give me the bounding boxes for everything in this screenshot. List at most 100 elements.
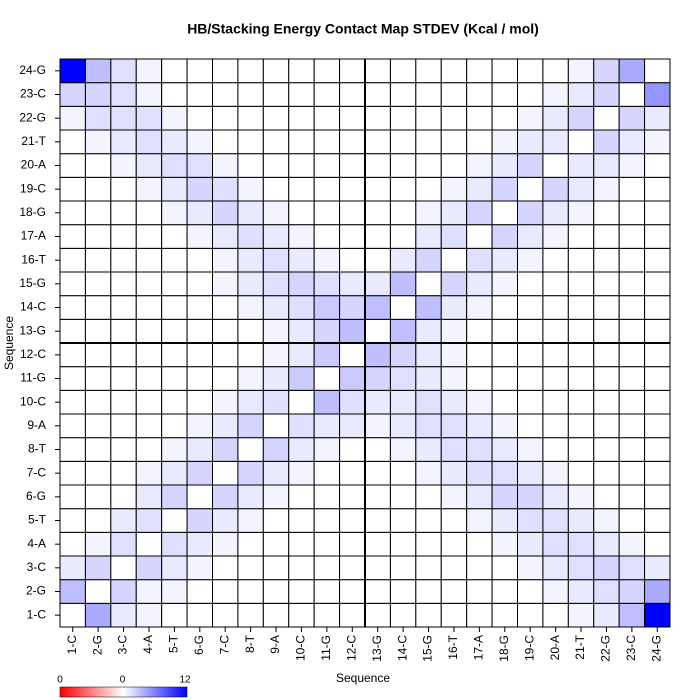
heat-cell xyxy=(618,82,646,107)
heat-cell xyxy=(161,200,188,226)
heat-cell xyxy=(110,247,137,273)
heat-cell xyxy=(644,105,671,131)
heat-cell xyxy=(262,531,290,557)
heat-cell xyxy=(237,153,264,178)
heat-cell xyxy=(313,200,341,226)
heat-cell xyxy=(389,366,417,391)
x-axis-label: Sequence xyxy=(336,671,390,685)
heat-cell xyxy=(364,555,391,581)
heat-cell xyxy=(491,200,519,226)
heat-cell xyxy=(288,389,315,415)
heat-cell xyxy=(135,579,163,604)
heat-cell xyxy=(212,531,239,557)
heat-cell xyxy=(593,484,620,510)
heat-cell xyxy=(389,318,417,344)
heat-cell xyxy=(339,389,366,415)
heat-cell xyxy=(288,82,315,107)
heat-cell xyxy=(593,295,620,320)
heat-cell xyxy=(339,531,366,557)
heat-cell xyxy=(491,82,519,107)
heat-cell xyxy=(567,105,595,131)
heat-cell xyxy=(110,508,137,533)
heat-cell xyxy=(593,437,620,462)
heat-cell xyxy=(262,176,290,202)
heat-cell xyxy=(84,224,112,249)
heat-cell xyxy=(466,579,493,604)
heat-cell xyxy=(262,389,290,415)
heat-cell xyxy=(339,58,366,84)
heat-cell xyxy=(339,105,366,131)
heat-cell xyxy=(440,200,468,226)
heat-cell xyxy=(288,247,315,273)
heat-cell xyxy=(161,82,188,107)
heat-cell xyxy=(339,82,366,107)
heat-cell xyxy=(339,602,366,628)
heat-cell xyxy=(59,153,86,178)
heat-cell xyxy=(135,153,163,178)
heat-cell xyxy=(59,579,86,604)
y-tick-label: 4-A xyxy=(27,536,46,550)
heat-cell xyxy=(618,295,646,320)
heat-cell xyxy=(364,58,391,84)
heat-cell xyxy=(313,531,341,557)
y-tick-label: 23-C xyxy=(20,87,46,101)
heat-cell xyxy=(593,602,620,628)
heat-cell xyxy=(59,389,86,415)
heat-cell xyxy=(542,58,569,84)
heat-cell xyxy=(491,555,519,581)
heat-cell xyxy=(491,366,519,391)
heat-cell xyxy=(84,389,112,415)
heat-cell xyxy=(262,460,290,486)
heat-cell xyxy=(364,460,391,486)
heat-cell xyxy=(517,389,544,415)
heat-cell xyxy=(237,247,264,273)
heat-cell xyxy=(339,129,366,155)
heat-cell xyxy=(644,602,671,628)
heat-cell xyxy=(313,176,341,202)
heat-cell xyxy=(364,153,391,178)
heat-cell xyxy=(567,318,595,344)
heat-cell xyxy=(491,271,519,297)
heat-cell xyxy=(313,602,341,628)
heat-cell xyxy=(237,105,264,131)
heat-cell xyxy=(212,200,239,226)
heat-cell xyxy=(186,82,213,107)
heat-cell xyxy=(84,129,112,155)
heat-cell xyxy=(262,129,290,155)
heat-cell xyxy=(389,200,417,226)
heat-cell xyxy=(339,413,366,439)
heat-cell xyxy=(644,82,671,107)
heat-cell xyxy=(466,555,493,581)
heat-cell xyxy=(110,413,137,439)
heat-cell xyxy=(517,484,544,510)
heat-cell xyxy=(110,224,137,249)
heat-cell xyxy=(339,224,366,249)
heat-cell xyxy=(186,437,213,462)
y-tick-label: 20-A xyxy=(21,158,46,172)
heat-cell xyxy=(644,555,671,581)
heat-cell xyxy=(567,271,595,297)
heat-cell xyxy=(110,555,137,581)
heat-cell xyxy=(618,437,646,462)
x-tick-label: 12-C xyxy=(344,635,358,661)
heat-cell xyxy=(313,555,341,581)
heat-cell xyxy=(135,508,163,533)
y-tick-label: 13-G xyxy=(19,323,46,337)
heat-cell xyxy=(288,224,315,249)
heat-cell xyxy=(313,247,341,273)
heat-cell xyxy=(466,295,493,320)
heat-cell xyxy=(84,508,112,533)
heat-cell xyxy=(135,247,163,273)
heat-cell xyxy=(542,389,569,415)
heat-cell xyxy=(644,342,671,368)
heat-cell xyxy=(161,484,188,510)
heat-cell xyxy=(313,295,341,320)
heat-cell xyxy=(440,413,468,439)
heat-cell xyxy=(618,389,646,415)
heat-cell xyxy=(364,82,391,107)
heat-cell xyxy=(84,82,112,107)
heat-cell xyxy=(542,129,569,155)
heat-cell xyxy=(491,484,519,510)
heat-cell xyxy=(415,176,442,202)
heat-cell xyxy=(593,555,620,581)
